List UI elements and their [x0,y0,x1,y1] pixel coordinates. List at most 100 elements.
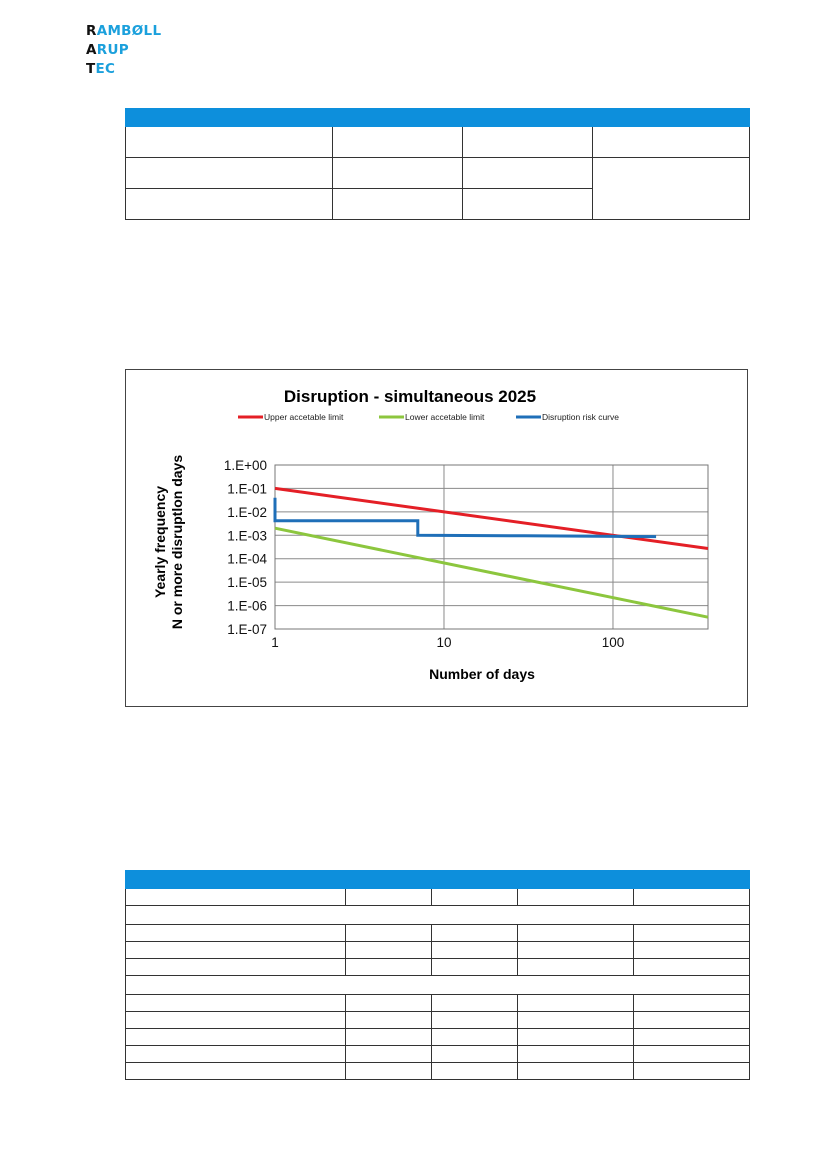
table-header-cell [431,870,518,889]
series-risk-curve [273,497,657,539]
chart-series [273,486,709,619]
chart-title: Disruption - simultaneous 2025 [284,387,536,406]
table-cell [462,126,593,158]
table-cell [431,994,518,1012]
table-cell [345,958,432,976]
table-row [125,924,750,942]
y-tick-label: 1.E-04 [227,552,267,567]
table-cell [125,975,750,995]
table-header-cell [332,108,463,127]
table-cell [125,1011,346,1029]
disruption-chart: Disruption - simultaneous 2025 Upper acc… [125,369,748,707]
table-cell [125,924,346,942]
table-cell [345,1011,432,1029]
table-cell [125,905,750,925]
legend-label-lower: Lower accetable limit [405,412,485,422]
y-axis-label-line1: Yearly frequency [152,486,168,598]
table-cell [633,924,750,942]
table-header-cell [633,870,750,889]
table-cell [345,888,432,906]
x-tick-label: 1 [271,635,279,650]
results-table [125,870,750,1080]
table-row [125,1028,750,1046]
table-row [125,126,750,158]
table-cell [345,924,432,942]
table-cell [125,994,346,1012]
table-cell [125,1028,346,1046]
y-tick-label: 1.E-03 [227,528,267,543]
table-header-cell [125,870,346,889]
table-cell [517,924,634,942]
chart-canvas: Disruption - simultaneous 2025 Upper acc… [152,387,709,682]
y-tick-label: 1.E-05 [227,575,267,590]
x-axis-label: Number of days [429,666,535,682]
table-row [125,188,750,220]
table-cell [517,1011,634,1029]
table-row [125,157,750,220]
table-cell [431,1011,518,1029]
table-cell [125,1062,346,1080]
table-section-row [125,975,750,995]
table-row [125,1045,750,1063]
y-tick-label: 1.E+00 [224,458,267,473]
table-cell [431,941,518,959]
x-tick-label: 10 [436,635,451,650]
table-row [125,888,750,906]
table-cell [125,941,346,959]
table-cell [125,126,333,158]
table-cell [633,888,750,906]
table-cell [462,157,593,189]
table-cell [633,1045,750,1063]
table-row [125,1011,750,1029]
y-tick-label: 1.E-02 [227,505,267,520]
table-header-cell [345,870,432,889]
x-tick-label: 100 [602,635,625,650]
legend-label-risk: Disruption risk curve [542,412,619,422]
y-tick-label: 1.E-06 [227,599,267,614]
table-cell [517,1062,634,1080]
table-cell [332,157,463,189]
series-lower-limit [274,526,709,619]
chart-tick-labels: 1.E+00 1.E-01 1.E-02 1.E-03 1.E-04 1.E-05 1.E-… [224,458,624,650]
company-logo: RAMBØLL ARUP TEC [86,23,162,77]
table-header-row [125,870,750,889]
table-cell [633,1062,750,1080]
table-cell [125,1045,346,1063]
y-axis-label: Yearly frequency N or more disruptlon da… [152,455,185,629]
table-cell [431,1062,518,1080]
table-cell [517,958,634,976]
table-merged-cell [592,157,750,220]
table-header-cell [517,870,634,889]
table-section-row [125,905,750,925]
table-cell [431,924,518,942]
table-cell [517,994,634,1012]
table-cell [431,1045,518,1063]
table-cell [345,941,432,959]
legend-label-upper: Upper accetable limit [264,412,344,422]
table-cell [125,188,333,220]
table-cell [345,1062,432,1080]
table-cell [592,126,750,158]
y-tick-label: 1.E-01 [227,481,267,496]
series-upper-limit [274,486,709,550]
table-cell [633,1028,750,1046]
table-cell [125,958,346,976]
table-cell [517,941,634,959]
table-cell [125,888,346,906]
chart-legend: Upper accetable limit Lower accetable li… [238,412,619,422]
table-cell [517,888,634,906]
table-cell [345,994,432,1012]
table-cell [517,1045,634,1063]
table-cell [633,1011,750,1029]
table-cell [431,958,518,976]
table-cell [125,157,333,189]
y-tick-label: 1.E-07 [227,622,267,637]
table-cell [633,994,750,1012]
summary-table [125,108,750,220]
table-cell [633,958,750,976]
y-axis-label-line2: N or more disruptlon days [169,455,185,629]
table-row [125,941,750,959]
table-cell [633,941,750,959]
table-cell [345,1028,432,1046]
table-cell [431,888,518,906]
